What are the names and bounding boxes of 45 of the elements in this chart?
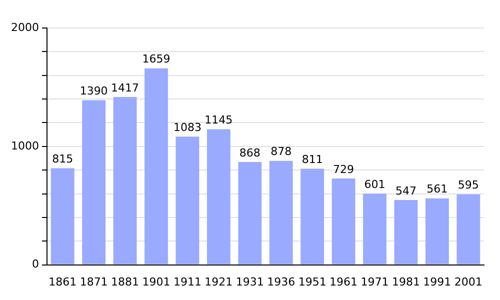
x-tick-label: 1981 — [392, 275, 420, 288]
x-tick-label: 1931 — [236, 275, 264, 288]
x-tick-label: 2001 — [454, 275, 482, 288]
data-label: 1390 — [80, 84, 108, 98]
data-label: 601 — [364, 178, 386, 191]
x-tick-label: 1881 — [111, 275, 140, 288]
bar — [269, 160, 293, 264]
y-tick-label: 2000 — [10, 20, 39, 34]
bar — [176, 136, 200, 264]
data-label: 1659 — [142, 52, 170, 66]
bar — [50, 168, 74, 264]
data-label: 729 — [333, 162, 354, 176]
x-tick-label: 1971 — [360, 275, 389, 288]
data-label: 1083 — [173, 120, 202, 134]
bar — [238, 162, 262, 264]
x-tick-label: 1861 — [48, 275, 77, 288]
bar — [300, 168, 324, 264]
bar — [456, 194, 480, 264]
data-label: 547 — [395, 184, 416, 198]
data-label: 878 — [270, 145, 292, 158]
data-label: 1145 — [204, 114, 233, 127]
bar — [363, 194, 386, 264]
data-label: 595 — [458, 178, 479, 192]
x-tick-label: 1871 — [80, 275, 108, 288]
x-tick-label: 1991 — [423, 275, 452, 288]
y-tick-label: 0 — [32, 258, 39, 271]
x-tick-label: 1936 — [267, 275, 296, 288]
data-label: 1417 — [111, 81, 140, 94]
x-tick-label: 1901 — [142, 275, 170, 288]
x-tick-label: 1961 — [330, 275, 358, 288]
bar — [332, 178, 356, 264]
x-tick-label: 1951 — [298, 275, 326, 288]
bar — [113, 97, 137, 264]
x-tick-label: 1911 — [173, 275, 202, 288]
bar — [394, 200, 418, 264]
data-label: 868 — [239, 146, 260, 160]
y-tick-label: 1000 — [10, 139, 39, 152]
bar — [425, 198, 449, 264]
bar — [82, 100, 106, 264]
data-label: 561 — [426, 182, 448, 196]
bar — [144, 68, 168, 264]
x-tick-label: 1921 — [204, 275, 233, 288]
data-label: 811 — [302, 153, 323, 166]
data-label: 815 — [52, 152, 74, 166]
bar — [206, 129, 230, 264]
